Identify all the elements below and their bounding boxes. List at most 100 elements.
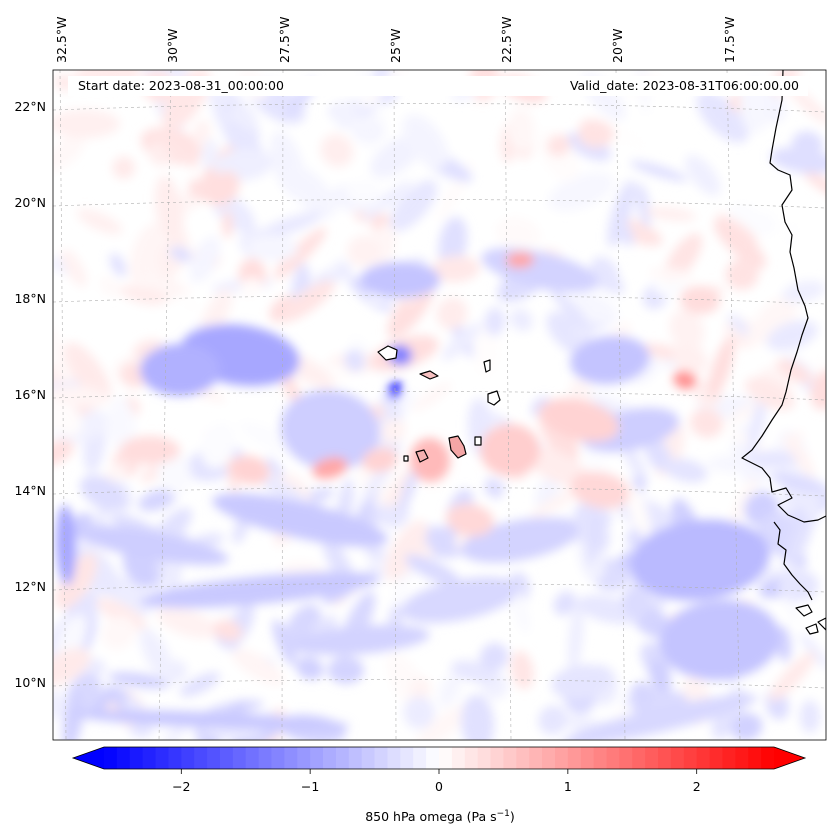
colorbar-bin [194,747,208,769]
omega-cell [53,648,91,686]
omega-cell [577,120,615,148]
parallel-10n [53,679,826,689]
omega-cell [79,475,127,511]
colorbar-ticks: −2 −1 0 1 2 [172,769,701,794]
colorbar-bin [284,747,298,769]
colorbar-bin [129,747,144,769]
lon-label-32-5w: 32.5°W [54,17,69,63]
parallel-14n [53,487,826,497]
map-panel[interactable]: Start date: 2023-08-31_00:00:00 Valid_da… [22,43,837,766]
omega-cell [364,544,386,560]
omega-cell [409,438,451,482]
cape-verde-santiago [448,435,467,459]
omega-cell [107,397,136,453]
omega-cell [403,696,435,730]
omega-cell [129,223,164,285]
omega-cell [622,478,651,538]
colorbar-bin [683,747,698,769]
omega-cell [708,336,735,399]
omega-cell [156,606,218,639]
omega-cell [769,471,826,495]
colorbar-bin [104,747,118,769]
colorbar-label-main: 850 hPa omega (Pa s [365,809,496,824]
omega-cell [71,524,229,566]
omega-cell [61,248,87,288]
omega-cell [280,389,380,471]
omega-cell [70,710,350,730]
colorbar-tick-label: 0 [435,779,443,794]
omega-cell [200,421,236,469]
omega-cell [570,335,650,385]
omega-cell [728,314,750,336]
omega-cell [360,262,440,298]
omega-cell [384,520,428,581]
colorbar-bin [155,747,170,769]
omega-cell [402,114,448,169]
lon-label-20w: 20°W [610,28,625,63]
colorbar-bin [245,747,260,769]
omega-cell [603,121,650,152]
colorbar-bin [207,747,221,769]
omega-cell [510,650,534,690]
colorbar-tick-label: −1 [301,779,319,794]
colorbar-bin [670,747,685,769]
meridian-27-5w [281,70,284,740]
lat-label-12n: 12°N [14,579,46,594]
omega-cell [630,160,688,182]
omega-cell [53,388,83,436]
colorbar-bin [426,747,440,769]
omega-cell [510,308,533,332]
omega-cell [438,671,462,708]
omega-cell [140,571,380,609]
colorbar-bin [580,747,595,769]
omega-cell [362,447,398,473]
colorbar-bin [709,747,724,769]
omega-cell [680,285,720,315]
cape-verde-sal [483,359,491,373]
omega-cell [288,166,336,218]
omega-cell [690,408,724,438]
omega-cell [212,493,388,547]
omega-cell [248,234,299,261]
omega-cell [62,690,84,740]
coastlines [377,70,826,635]
lon-label-27-5w: 27.5°W [277,17,292,63]
lat-label-18n: 18°N [14,291,46,306]
colorbar-bin [439,747,453,769]
meridian-17-5w [726,70,741,740]
lat-label-16n: 16°N [14,387,46,402]
omega-cell [730,713,763,740]
omega-cell [108,672,171,689]
omega-cell [747,392,768,454]
omega-cell [290,625,430,655]
omega-cell [255,211,323,240]
colorbar-bin [554,747,569,769]
omega-cell [230,455,270,485]
omega-cell [410,677,431,700]
colorbar-bin [529,747,543,769]
colorbar-bin [696,747,711,769]
cape-verde-fogo [415,449,429,463]
valid-date-label: Valid_date: 2023-08-31T06:00:00.00 [570,78,799,93]
colorbar-bin [451,747,466,769]
colorbar-bin [168,747,182,769]
colorbar-bin [516,747,530,769]
africa-coastline [741,70,826,523]
colorbar-bin [413,747,427,769]
omega-cell [653,281,688,296]
colorbar-bin [567,747,582,769]
colorbar-bin [761,747,775,769]
omega-cell [380,418,406,444]
lat-label-20n: 20°N [14,195,46,210]
omega-cell [696,91,749,143]
colorbar-label-close: ) [510,809,515,824]
cape-verde-maio [474,436,482,446]
omega-cell [616,220,634,247]
colorbar-bin [116,747,131,769]
omega-cell [801,168,826,199]
omega-cell [312,457,348,479]
lon-label-22-5w: 22.5°W [499,17,514,63]
omega-cell [333,101,358,130]
omega-cell [397,390,417,416]
omega-cell [461,694,495,740]
